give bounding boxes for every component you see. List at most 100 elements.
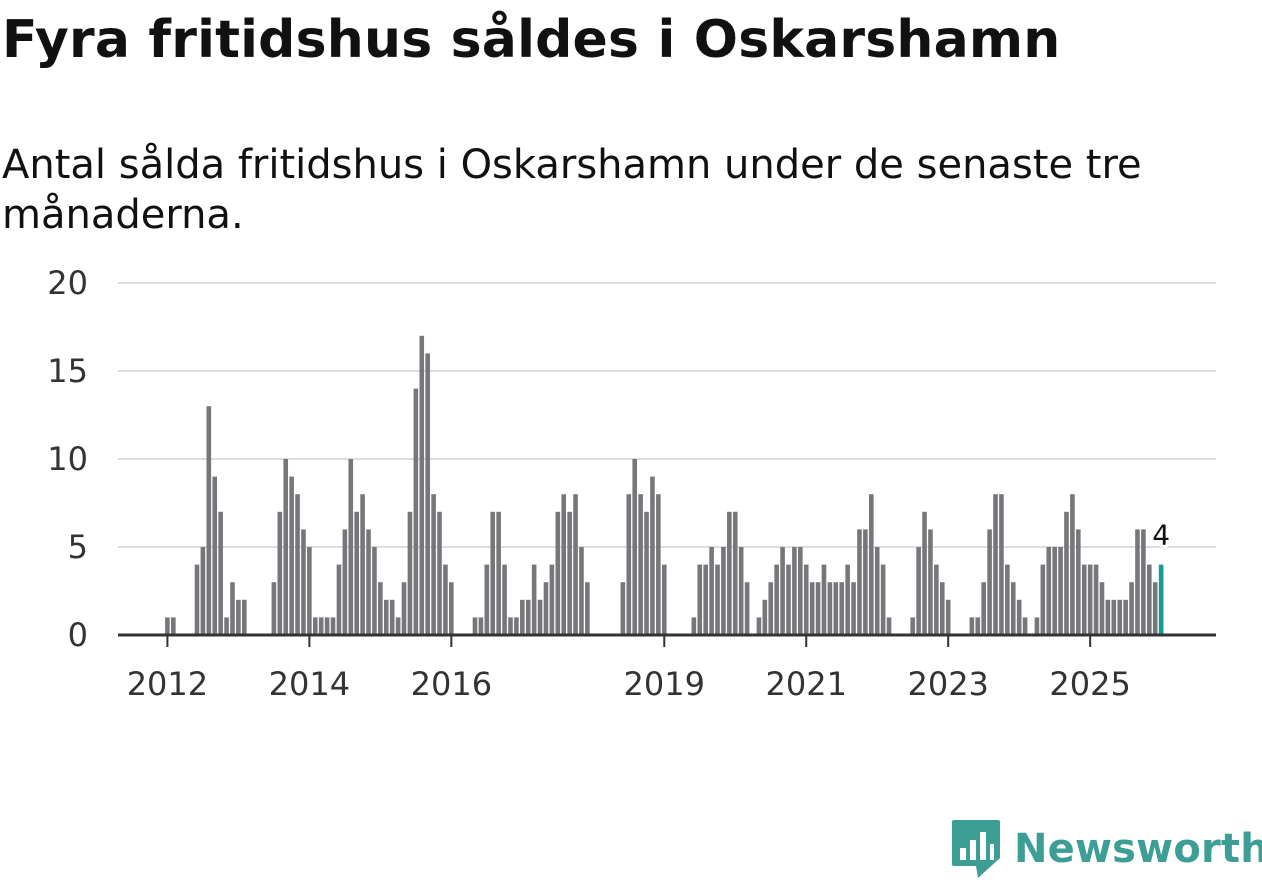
bar [1052,547,1057,635]
bar [792,547,797,635]
bar [744,582,750,635]
bar [644,511,649,635]
bar [520,599,525,635]
bar [419,335,425,635]
bar [738,547,744,635]
x-tick-label: 2021 [766,665,847,703]
bar [732,511,738,635]
bar [271,582,277,635]
bar [762,599,768,635]
bar [378,582,383,635]
bar [449,582,454,635]
bar [514,617,519,635]
newsworthy-logo: Newsworthy [950,818,1262,880]
gridlines [118,282,1216,548]
bar [212,476,218,635]
bar [839,582,845,635]
bar [886,617,892,635]
bar [1117,599,1123,635]
bar [874,547,880,635]
newsworthy-bar-chart-logo-icon [952,820,1000,878]
bar [567,511,572,635]
bar [579,547,584,635]
bar [661,564,667,635]
bar [934,564,939,635]
bars [165,335,1164,635]
bar [502,564,507,635]
bar [993,494,998,635]
bar [774,564,779,635]
highlighted-bar [1158,564,1164,635]
x-axis-tick-labels: 2012 2014 2016 2019 2021 2023 2025 [127,665,1131,703]
bar [945,599,951,635]
bar [224,617,229,635]
bar [496,511,501,635]
bar [478,617,484,635]
bar [1099,582,1105,635]
bar [360,494,365,635]
bar [697,564,703,635]
bar [531,564,537,635]
bar [1064,511,1069,635]
bar [1016,599,1022,635]
bar [218,511,223,635]
bar [1129,582,1134,635]
x-tick-label: 2012 [127,665,208,703]
y-tick-label: 20 [47,264,88,302]
bar [437,511,442,635]
chart-subtitle: Antal sålda fritidshus i Oskarshamn unde… [2,142,1142,238]
bar [425,353,430,635]
bar [407,511,413,635]
bar [632,459,637,635]
bar [650,476,655,635]
bar [525,599,531,635]
bar [372,547,377,635]
bar [561,494,567,635]
bar [1111,599,1117,635]
bar [999,494,1004,635]
bar [295,494,300,635]
bar [549,564,555,635]
bar [981,582,986,635]
bar [543,582,549,635]
bar [1081,564,1087,635]
bar [401,582,407,635]
bar [242,599,247,635]
bar [472,617,478,635]
y-tick-label: 10 [47,440,88,478]
bar [721,547,726,635]
bar [200,547,206,635]
bar [307,547,312,635]
y-tick-label: 15 [47,352,88,390]
x-tick-label: 2016 [411,665,492,703]
bar [869,494,874,635]
bar [620,582,626,635]
bar [928,529,933,635]
bar [318,617,324,635]
bar [1105,599,1111,635]
bar [236,599,241,635]
bar [336,564,342,635]
bar [1058,547,1063,635]
y-axis-tick-labels: 0 5 10 15 20 [47,264,88,654]
bar [1046,547,1052,635]
x-axis [118,633,1216,647]
brand-name: Newsworthy [1014,826,1262,872]
bar [1152,582,1158,635]
bar [555,511,561,635]
bar [780,547,785,635]
bar [786,564,791,635]
bar [389,599,395,635]
bar [1070,494,1075,635]
bar [815,582,821,635]
bar [703,564,708,635]
bar [1010,582,1016,635]
bar [443,564,448,635]
y-tick-label: 0 [68,616,88,654]
annotations: 4 [1149,516,1173,555]
bar [638,494,643,635]
bar [833,582,839,635]
bar [727,511,732,635]
bar [1034,617,1040,635]
